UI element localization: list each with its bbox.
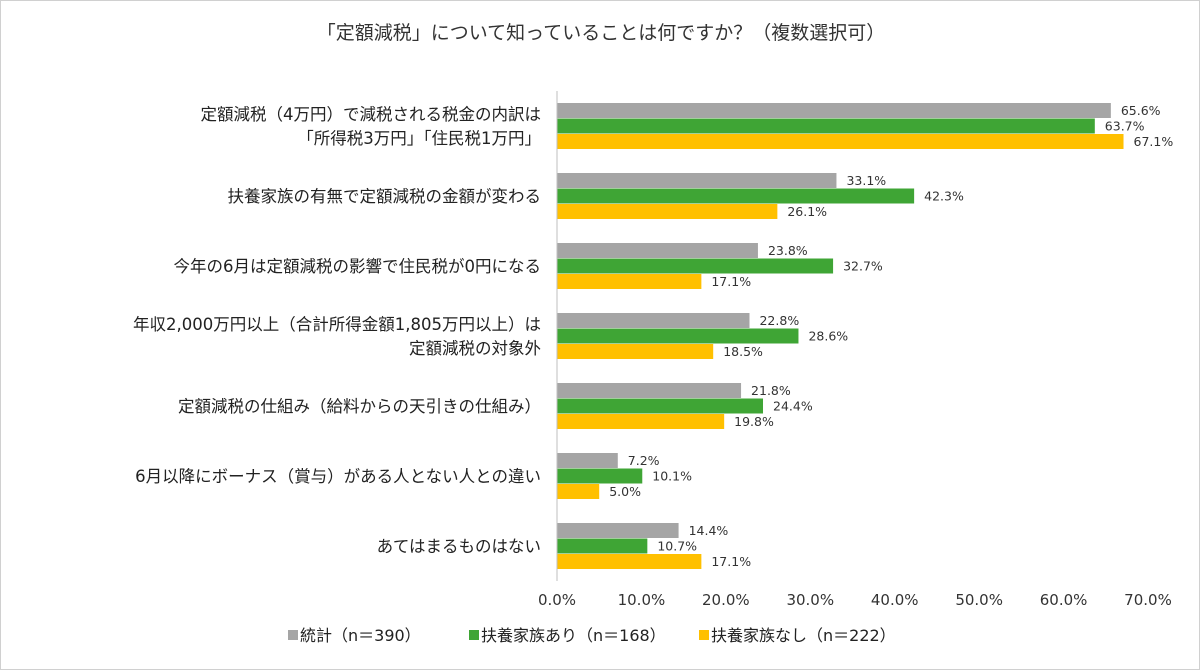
bar — [557, 258, 834, 274]
category-label: 扶養家族の有無で定額減税の金額が変わる — [228, 187, 542, 206]
bar — [557, 188, 915, 204]
category-label: 「所得税3万円」「住民税1万円」 — [297, 129, 541, 148]
data-label: 33.1% — [846, 173, 886, 188]
bar — [557, 523, 679, 538]
data-label: 42.3% — [924, 189, 964, 204]
x-tick-label: 60.0% — [1040, 591, 1088, 609]
bar — [557, 204, 778, 219]
x-tick-label: 50.0% — [955, 591, 1003, 609]
data-label: 5.0% — [609, 484, 641, 499]
category-label: 今年の6月は定額減税の影響で住民税が0円になる — [174, 257, 542, 276]
category-label: あてはまるものはない — [377, 537, 541, 556]
bar — [557, 383, 742, 398]
bar — [557, 274, 702, 289]
data-label: 26.1% — [787, 204, 827, 219]
data-label: 7.2% — [628, 453, 660, 468]
legend-label: 扶養家族あり（n＝168） — [481, 626, 666, 645]
data-label: 24.4% — [773, 399, 813, 414]
data-label: 10.7% — [657, 539, 697, 554]
data-label: 21.8% — [751, 383, 791, 398]
data-label: 63.7% — [1105, 119, 1145, 134]
data-label: 14.4% — [689, 523, 729, 538]
bar — [557, 468, 643, 484]
data-label: 17.1% — [711, 554, 751, 569]
x-tick-label: 40.0% — [871, 591, 919, 609]
bar — [557, 414, 725, 429]
data-label: 32.7% — [843, 259, 883, 274]
bar — [557, 484, 600, 499]
data-label: 17.1% — [711, 274, 751, 289]
data-label: 19.8% — [734, 414, 774, 429]
data-label: 22.8% — [759, 313, 799, 328]
bar — [557, 118, 1095, 134]
data-label: 18.5% — [723, 344, 763, 359]
data-label: 65.6% — [1121, 103, 1161, 118]
data-label: 28.6% — [808, 329, 848, 344]
legend-swatch — [288, 630, 298, 640]
data-label: 67.1% — [1134, 134, 1174, 149]
bar — [557, 538, 648, 554]
bar — [557, 243, 758, 258]
x-tick-label: 0.0% — [538, 591, 576, 609]
bar — [557, 328, 799, 344]
category-label: 年収2,000万円以上（合計所得金額1,805万円以上）は — [133, 315, 541, 334]
legend-label: 統計（n＝390） — [300, 626, 421, 645]
bar — [557, 173, 837, 188]
data-label: 10.1% — [652, 469, 692, 484]
bar — [557, 134, 1124, 149]
x-tick-label: 30.0% — [786, 591, 834, 609]
legend-swatch — [469, 630, 479, 640]
x-tick-label: 10.0% — [618, 591, 666, 609]
bar — [557, 344, 714, 359]
category-label: 定額減税の対象外 — [409, 339, 541, 358]
bar — [557, 313, 750, 328]
bar — [557, 453, 618, 468]
category-label: 定額減税（4万円）で減税される税金の内訳は — [201, 105, 542, 124]
x-tick-label: 20.0% — [702, 591, 750, 609]
legend-swatch — [699, 630, 709, 640]
data-label: 23.8% — [768, 243, 808, 258]
category-label: 6月以降にボーナス（賞与）がある人とない人との違い — [135, 467, 541, 486]
chart-title: 「定額減税」について知っていることは何ですか？（複数選択可） — [317, 22, 885, 44]
bar — [557, 554, 702, 569]
bar — [557, 103, 1111, 118]
legend-label: 扶養家族なし（n＝222） — [711, 626, 896, 645]
bar — [557, 398, 764, 414]
category-label: 定額減税の仕組み（給料からの天引きの仕組み） — [178, 397, 541, 416]
x-tick-label: 70.0% — [1124, 591, 1172, 609]
